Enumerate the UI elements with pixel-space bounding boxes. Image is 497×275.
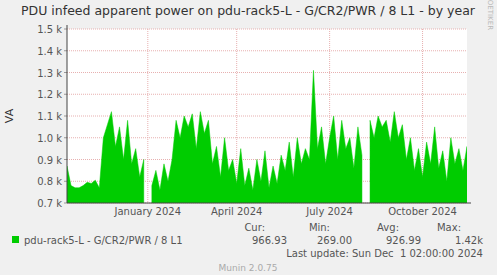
grid-line	[67, 94, 467, 95]
tick-label: 1.3 k	[37, 68, 62, 79]
tick-label: July 2024	[305, 206, 353, 217]
footer: Last update: Sun Dec 1 02:00:00 2024	[286, 248, 483, 259]
grid-line	[67, 50, 467, 51]
area	[370, 112, 467, 203]
legend-label: pdu-rack5-L - G/CR2/PWR / 8 L1	[24, 235, 183, 246]
tick-label: 1.0 k	[37, 133, 62, 144]
watermark: RRDTOOL / TOBI OETIKER	[486, 0, 494, 30]
axis-title: VA	[3, 108, 16, 123]
legend-value: 926.99	[386, 235, 421, 246]
area	[67, 112, 144, 203]
legend-header: Cur:	[244, 222, 265, 233]
tick-label: 0.9 k	[37, 155, 62, 166]
tick-label: 1.5 k	[37, 24, 62, 35]
legend-value: 1.42k	[455, 235, 483, 246]
grid-line	[67, 116, 467, 117]
tick-label: 1.4 k	[37, 46, 62, 57]
legend-swatch	[12, 236, 19, 243]
tick-label: 0.8 k	[37, 176, 62, 187]
tick-label: 1.1 k	[37, 111, 62, 122]
grid-line	[67, 72, 467, 73]
grid-line	[147, 29, 148, 203]
tick-label: 0.7 k	[37, 198, 62, 209]
title: PDU infeed apparent power on pdu-rack5-L…	[21, 3, 476, 18]
credit: Munin 2.0.75	[219, 263, 278, 273]
chart: PDU infeed apparent power on pdu-rack5-L…	[0, 0, 497, 275]
axis-line	[67, 203, 471, 204]
tick-label: October 2024	[388, 206, 457, 217]
marks	[67, 70, 467, 203]
legend-value: 966.93	[252, 235, 287, 246]
tick-label: 1.2 k	[37, 89, 62, 100]
area	[152, 70, 362, 203]
legend-header: Min:	[309, 222, 330, 233]
legend-header: Max:	[437, 222, 461, 233]
legend-header: Avg:	[377, 222, 399, 233]
tick-label: January 2024	[114, 206, 182, 217]
background	[0, 0, 497, 275]
legend-value: 269.00	[317, 235, 352, 246]
tick-label: April 2024	[211, 206, 262, 217]
grid-line	[236, 29, 237, 203]
grid-line	[67, 29, 467, 30]
axis-line	[67, 25, 68, 203]
